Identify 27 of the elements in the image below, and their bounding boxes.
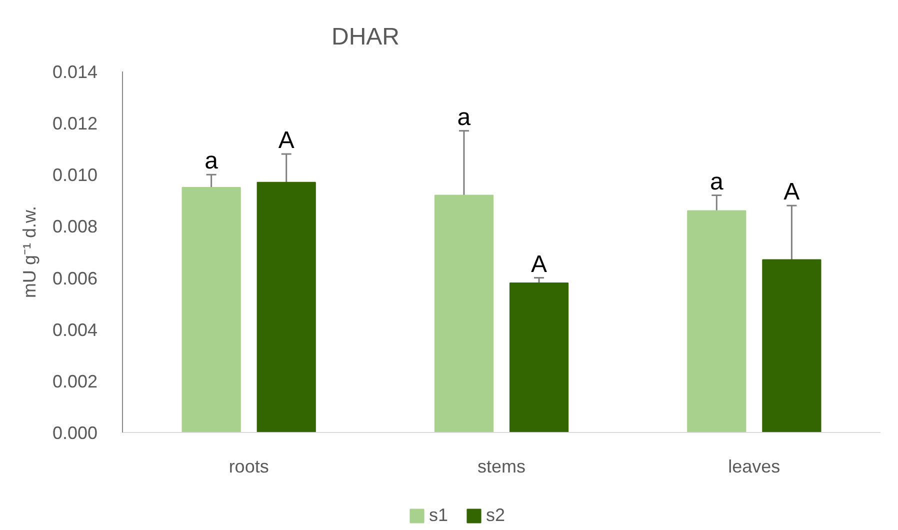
y-tick-label: 0.012 (52, 114, 98, 134)
bar (434, 194, 494, 432)
data-label: a (710, 168, 724, 196)
y-tick-label: 0.002 (52, 371, 98, 392)
y-axis-title: mU g⁻¹ d.w. (19, 206, 40, 298)
legend-label: s1 (429, 505, 449, 526)
x-tick-label: stems (477, 456, 526, 476)
data-label: a (457, 104, 472, 131)
data-label: a (204, 148, 219, 175)
y-tick-label: 0.004 (52, 320, 98, 340)
x-tick-label: roots (228, 456, 269, 476)
x-tick-label: leaves (728, 456, 780, 476)
data-label: A (784, 178, 800, 206)
data-label: A (531, 250, 548, 278)
y-tick-label: 0.008 (52, 216, 98, 237)
data-label: A (278, 127, 294, 154)
y-tick-label: 0.000 (52, 423, 98, 443)
bar (509, 282, 569, 432)
legend-label: s2 (486, 505, 506, 526)
y-tick-label: 0.006 (52, 268, 98, 288)
y-tick-label: 0.014 (52, 62, 98, 82)
bar (762, 259, 822, 432)
bar (256, 182, 316, 432)
chart-title: DHAR (332, 24, 400, 50)
bar (182, 187, 241, 432)
y-tick-label: 0.010 (52, 165, 98, 186)
bar (687, 210, 746, 432)
